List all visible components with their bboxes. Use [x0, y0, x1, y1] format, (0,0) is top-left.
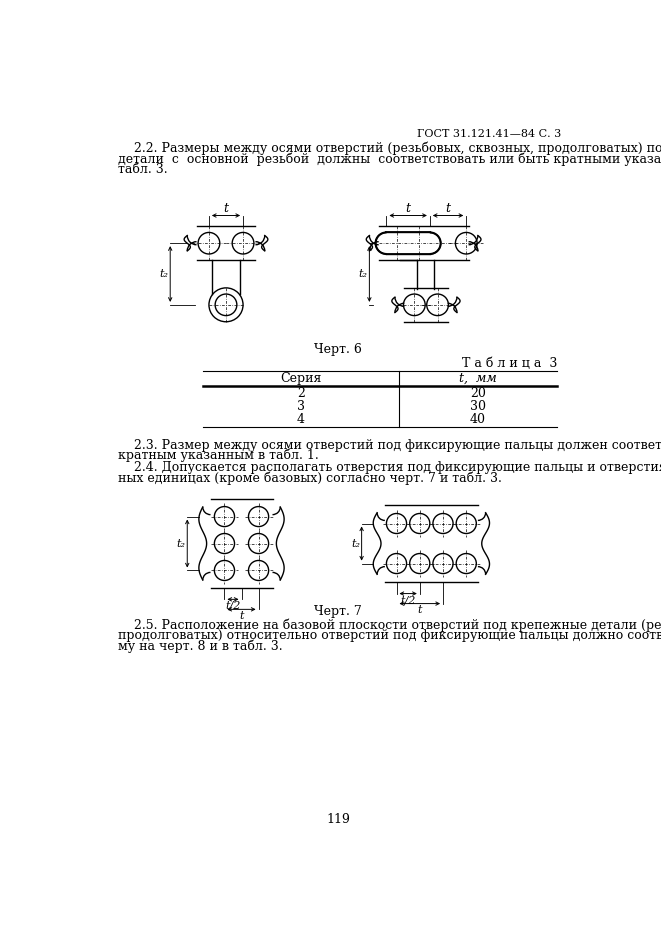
- Text: t/2: t/2: [225, 601, 241, 611]
- Text: t₂: t₂: [351, 538, 360, 548]
- Text: 40: 40: [470, 414, 486, 427]
- Text: t,  мм: t, мм: [459, 373, 497, 386]
- Text: Черт. 6: Черт. 6: [315, 344, 362, 357]
- Text: Черт. 7: Черт. 7: [315, 605, 362, 618]
- Text: ных единицах (кроме базовых) согласно черт. 7 и табл. 3.: ных единицах (кроме базовых) согласно че…: [118, 471, 502, 485]
- Text: 2: 2: [297, 388, 305, 401]
- Text: ГОСТ 31.121.41—84 С. 3: ГОСТ 31.121.41—84 С. 3: [417, 129, 562, 139]
- Text: t₂: t₂: [359, 269, 368, 279]
- Text: t: t: [223, 202, 229, 214]
- Text: табл. 3.: табл. 3.: [118, 163, 167, 176]
- Text: 4: 4: [297, 414, 305, 427]
- Text: Т а б л и ц а  3: Т а б л и ц а 3: [461, 358, 557, 370]
- Text: 2.2. Размеры между осями отверстий (резьбовых, сквозных, продолговатых) под креп: 2.2. Размеры между осями отверстий (резь…: [118, 141, 661, 155]
- Text: 119: 119: [327, 813, 350, 826]
- Text: му на черт. 8 и в табл. 3.: му на черт. 8 и в табл. 3.: [118, 640, 282, 653]
- Text: t₂: t₂: [160, 269, 169, 279]
- Text: t: t: [239, 611, 244, 621]
- Text: t: t: [446, 202, 451, 214]
- Text: Серия: Серия: [280, 373, 321, 386]
- Text: t: t: [406, 202, 410, 214]
- Text: 2.4. Допускается располагать отверстия под фиксирующие пальцы и отверстия в дета: 2.4. Допускается располагать отверстия п…: [118, 461, 661, 474]
- Text: продолговатых) относительно отверстий под фиксирующие пальцы должно соответствов: продолговатых) относительно отверстий по…: [118, 629, 661, 642]
- Text: 3: 3: [297, 401, 305, 414]
- Text: t₂: t₂: [176, 538, 186, 548]
- Text: кратным указанным в табл. 1.: кратным указанным в табл. 1.: [118, 448, 318, 462]
- Text: 30: 30: [470, 401, 486, 414]
- Text: детали  с  основной  резьбой  должны  соответствовать или быть кратными указанны: детали с основной резьбой должны соответ…: [118, 153, 661, 166]
- Text: 20: 20: [470, 388, 486, 401]
- Text: t: t: [418, 605, 422, 615]
- Text: t/2: t/2: [401, 595, 416, 605]
- Text: 2.3. Размер между осями отверстий под фиксирующие пальцы должен соответствовать : 2.3. Размер между осями отверстий под фи…: [118, 438, 661, 451]
- Text: 2.5. Расположение на базовой плоскости отверстий под крепежные детали (резьбовых: 2.5. Расположение на базовой плоскости о…: [118, 618, 661, 632]
